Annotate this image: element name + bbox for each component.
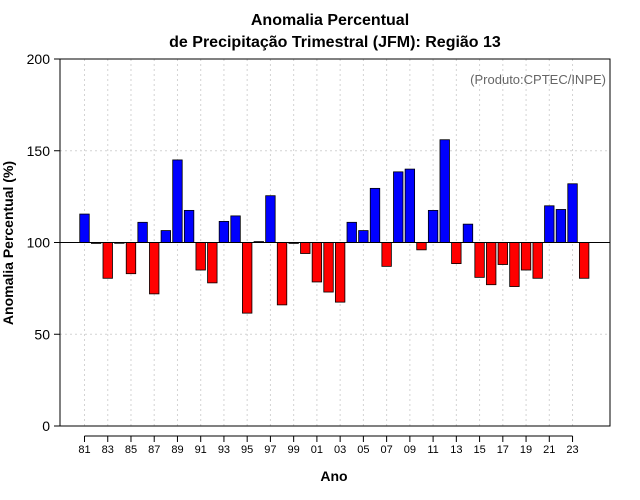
bar-2022 bbox=[555, 209, 567, 243]
x-tick-label: 15 bbox=[473, 444, 485, 456]
bar-1981 bbox=[79, 213, 90, 243]
bar-1989 bbox=[172, 159, 183, 243]
bar-2008 bbox=[393, 171, 404, 243]
bar-1987 bbox=[149, 242, 160, 295]
bar-2002 bbox=[323, 242, 334, 293]
y-tick-label: 100 bbox=[27, 235, 51, 251]
bar-2006 bbox=[369, 187, 381, 243]
bar-2012 bbox=[439, 139, 450, 243]
bar-2021 bbox=[544, 205, 555, 243]
x-tick-label: 23 bbox=[566, 444, 578, 456]
x-tick-label: 93 bbox=[218, 444, 230, 456]
x-tick-label: 05 bbox=[357, 444, 369, 456]
bar-2013 bbox=[451, 242, 462, 265]
x-tick-label: 07 bbox=[380, 444, 392, 456]
x-tick-label: 13 bbox=[450, 444, 462, 456]
y-axis-title: Anomalia Percentual (%) bbox=[0, 161, 16, 325]
bar-1992 bbox=[207, 242, 218, 284]
bar-2018 bbox=[509, 242, 520, 287]
bar-2009 bbox=[404, 168, 416, 243]
x-tick-label: 17 bbox=[497, 444, 509, 456]
x-tick-label: 89 bbox=[171, 444, 183, 456]
x-tick-label: 99 bbox=[288, 444, 300, 456]
bar-2017 bbox=[497, 242, 508, 265]
bar-2014 bbox=[462, 223, 474, 243]
bar-1990 bbox=[183, 209, 195, 243]
bar-1997 bbox=[265, 195, 276, 243]
x-tick-label: 91 bbox=[195, 444, 207, 456]
x-tick-label: 87 bbox=[148, 444, 160, 456]
bar-1994 bbox=[230, 215, 241, 243]
y-tick-label: 50 bbox=[34, 326, 50, 342]
y-axis: 0 50 100 150 200 bbox=[27, 51, 60, 434]
bar-2000 bbox=[300, 242, 311, 254]
bar-1983 bbox=[102, 242, 113, 279]
bar-1985 bbox=[125, 242, 137, 275]
x-tick-label: 09 bbox=[404, 444, 416, 456]
bar-1988 bbox=[160, 230, 171, 243]
bar-1995 bbox=[242, 242, 253, 314]
x-tick-label: 21 bbox=[543, 444, 555, 456]
y-tick-label: 150 bbox=[27, 143, 51, 159]
bar-2004 bbox=[346, 221, 357, 243]
credit-label: (Produto:CPTEC/INPE) bbox=[470, 72, 606, 87]
x-tick-label: 97 bbox=[264, 444, 276, 456]
bar-2003 bbox=[334, 242, 346, 303]
bars bbox=[79, 139, 590, 314]
bar-2007 bbox=[381, 242, 392, 267]
x-tick-label: 81 bbox=[78, 444, 90, 456]
x-tick-label: 95 bbox=[241, 444, 253, 456]
bar-2001 bbox=[311, 242, 323, 283]
bar-2020 bbox=[532, 242, 543, 279]
bar-1991 bbox=[195, 242, 206, 271]
bar-2015 bbox=[474, 242, 485, 278]
bar-2024 bbox=[579, 242, 590, 279]
x-axis-title: Ano bbox=[320, 468, 347, 484]
y-tick-label: 200 bbox=[27, 51, 51, 67]
bar-2011 bbox=[427, 209, 439, 243]
bar-2016 bbox=[486, 242, 497, 286]
grid bbox=[60, 59, 610, 426]
x-tick-label: 83 bbox=[102, 444, 114, 456]
bar-2023 bbox=[567, 183, 578, 243]
bar-2010 bbox=[416, 242, 427, 251]
chart-subtitle: de Precipitação Trimestral (JFM): Região… bbox=[169, 34, 501, 51]
bar-1993 bbox=[218, 220, 230, 243]
chart-title: Anomalia Percentual bbox=[251, 12, 409, 29]
y-tick-label: 0 bbox=[42, 418, 50, 434]
x-axis: 81 83 85 87 89 91 93 95 97 99 01 03 05 07 09 11 13 15 17 19… bbox=[78, 435, 579, 456]
x-tick-label: 03 bbox=[334, 444, 346, 456]
bar-2005 bbox=[358, 230, 369, 243]
x-tick-label: 85 bbox=[125, 444, 137, 456]
x-tick-label: 19 bbox=[520, 444, 532, 456]
bar-2019 bbox=[520, 242, 532, 271]
bar-1998 bbox=[276, 242, 288, 306]
x-tick-label: 01 bbox=[311, 444, 323, 456]
x-tick-label: 11 bbox=[427, 444, 438, 456]
bar-1986 bbox=[137, 221, 148, 243]
